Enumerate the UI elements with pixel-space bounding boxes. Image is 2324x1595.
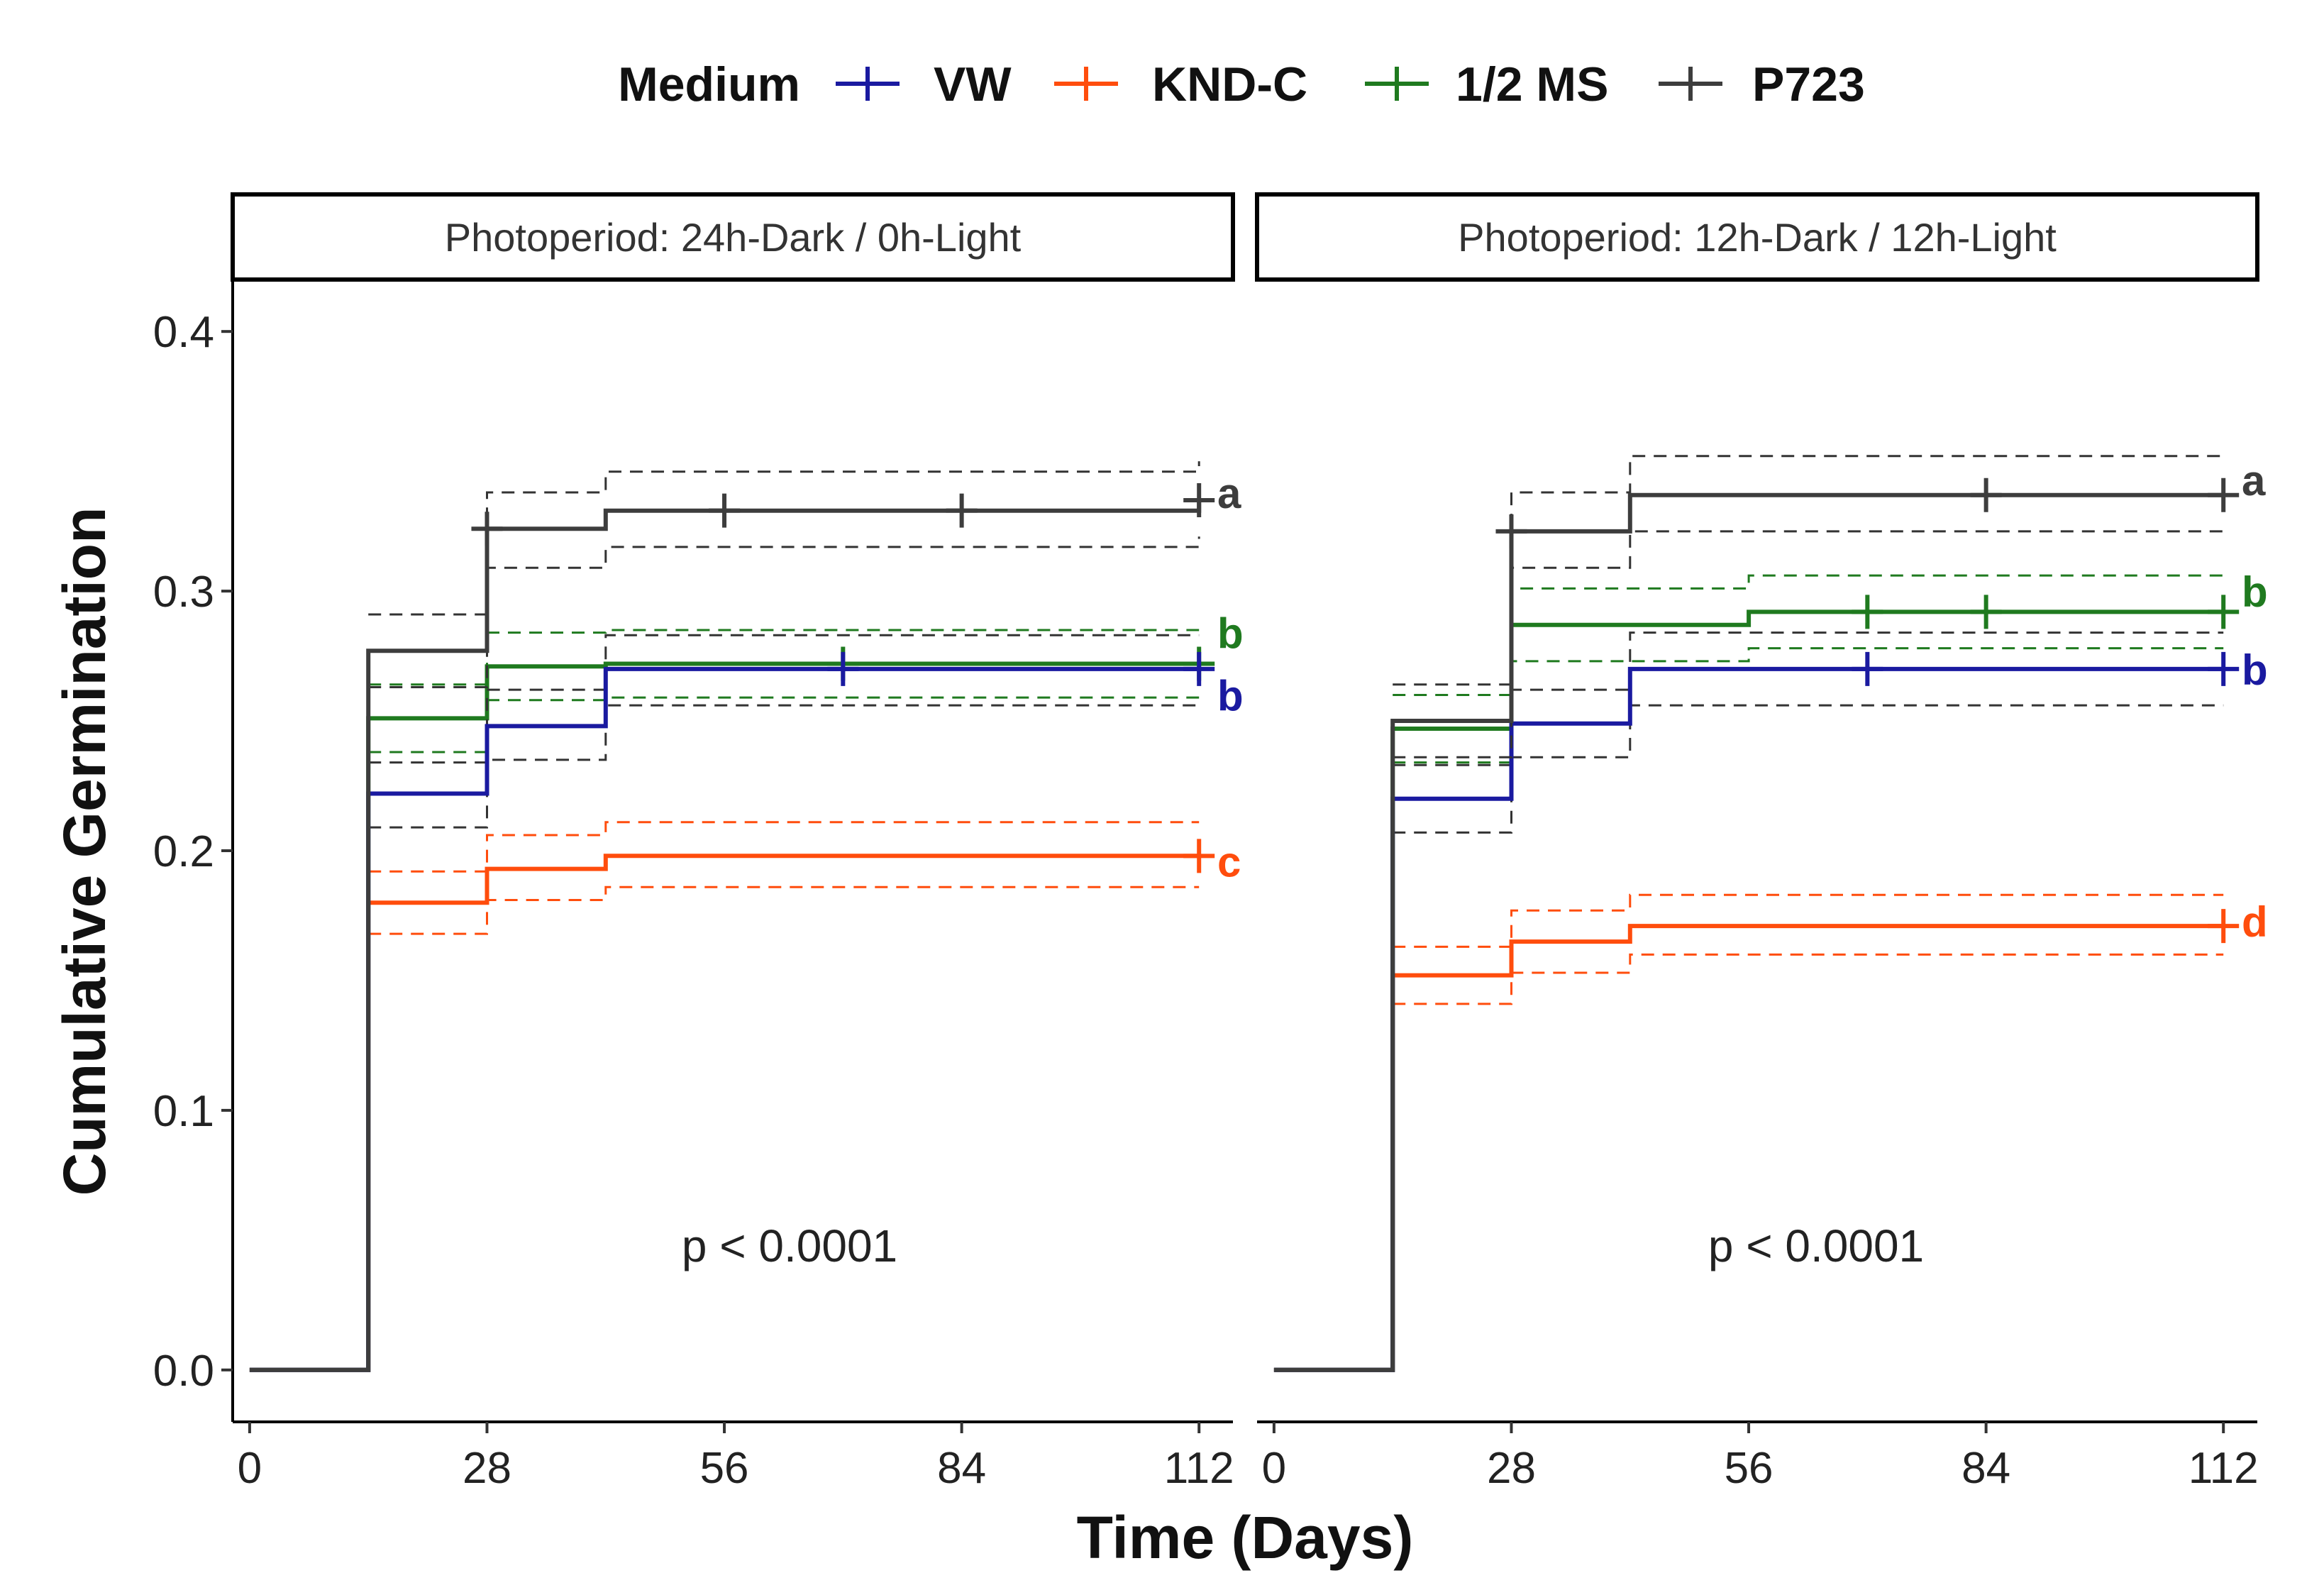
legend-item-knd-c: KND-C	[1054, 57, 1307, 111]
y-axis-title: Cumulative Germination	[51, 507, 118, 1196]
ci-upper-vw-right	[1393, 631, 2224, 766]
ci-lower-vw-left	[368, 704, 1200, 829]
x-axis-title: Time (Days)	[1077, 1504, 1414, 1571]
plot-panel-left: c bb a	[249, 461, 1244, 1372]
x-tick-label-left-3: 84	[937, 1444, 986, 1493]
p-value-left: p < 0.0001	[682, 1220, 897, 1271]
legend-title: Medium	[618, 57, 800, 111]
panel-strip-right-box	[1255, 192, 2259, 282]
panel-strip-left-box	[231, 192, 1235, 282]
ci-upper-knd-c-right	[1393, 893, 2224, 948]
series-p723-right: a	[1273, 455, 2266, 1372]
ci-upper-vw-left	[368, 634, 1200, 764]
significance-letter-knd-c-left: c	[1217, 839, 1241, 886]
axes: 0.0 0.1 0.2 0.3 0.4 0 28 56 84 112 0 28 56 84 112	[153, 280, 2259, 1493]
legend-label-knd-c: KND-C	[1152, 57, 1307, 111]
x-tick-label-right-0: 0	[1262, 1444, 1286, 1493]
ci-lower-knd-c-right	[1393, 953, 2224, 1005]
x-tick-label-left-0: 0	[238, 1444, 262, 1493]
significance-letter-1-2-ms-left: b	[1217, 610, 1244, 658]
legend-label-p723: P723	[1752, 57, 1865, 111]
panel-strip-right: Photoperiod: 12h-Dark / 12h-Light	[1255, 192, 2259, 282]
significance-letter-knd-c-right: d	[2242, 898, 2268, 946]
significance-letter-p723-left: a	[1217, 470, 1241, 517]
ci-lower-1-2-ms-left	[368, 696, 1200, 754]
legend-item-p723: P723	[1659, 57, 1865, 111]
x-tick-label-right-3: 84	[1961, 1444, 2010, 1493]
series-knd-c-right: d	[1273, 893, 2268, 1372]
legend-item-vw: VW	[836, 57, 1012, 111]
legend-label-half-ms: 1/2 MS	[1456, 57, 1608, 111]
significance-letter-vw-left: b	[1217, 672, 1244, 719]
y-tick-label-2: 0.2	[153, 827, 214, 876]
ci-lower-p723-right	[1393, 530, 2224, 758]
legend-label-vw: VW	[934, 57, 1012, 111]
significance-letter-vw-right: b	[2242, 646, 2268, 694]
curve-p723-right	[1273, 492, 2224, 1372]
y-tick-label-1: 0.1	[153, 1087, 214, 1136]
series-knd-c-left: c	[249, 821, 1241, 1372]
ci-upper-p723-left	[368, 461, 1200, 616]
ci-lower-p723-left	[368, 536, 1200, 688]
x-tick-label-left-2: 56	[700, 1444, 749, 1493]
panel-strip-left-label: Photoperiod: 24h-Dark / 0h-Light	[445, 215, 1022, 260]
x-tick-label-right-2: 56	[1725, 1444, 1774, 1493]
ci-lower-knd-c-left	[368, 885, 1200, 935]
significance-letter-p723-right: a	[2242, 457, 2266, 504]
panel-strip-right-label: Photoperiod: 12h-Dark / 12h-Light	[1458, 215, 2057, 260]
x-tick-label-left-1: 28	[463, 1444, 511, 1493]
y-tick-label-0: 0.0	[153, 1347, 214, 1396]
ci-upper-p723-right	[1393, 455, 2224, 686]
curve-knd-c-right	[1273, 924, 2224, 1372]
ci-upper-1-2-ms-left	[368, 629, 1200, 686]
x-tick-label-right-4: 112	[2189, 1444, 2259, 1493]
y-tick-label-4: 0.4	[153, 308, 214, 357]
panel-strip-left: Photoperiod: 24h-Dark / 0h-Light	[231, 192, 1235, 282]
y-tick-label-3: 0.3	[153, 568, 214, 617]
ci-upper-knd-c-left	[368, 821, 1200, 873]
series-p723-left: a	[249, 461, 1241, 1372]
x-tick-label-left-4: 112	[1164, 1444, 1234, 1493]
ci-upper-1-2-ms-right	[1393, 574, 2224, 696]
plot-panel-right: d bb a	[1273, 455, 2268, 1372]
x-tick-label-right-1: 28	[1487, 1444, 1536, 1493]
p-value-right: p < 0.0001	[1708, 1220, 1924, 1271]
legend-item-half-ms: 1/2 MS	[1365, 57, 1608, 111]
significance-letter-1-2-ms-right: b	[2242, 568, 2268, 616]
legend: Medium VW KND-C 1/2 MS P723	[618, 57, 1865, 111]
